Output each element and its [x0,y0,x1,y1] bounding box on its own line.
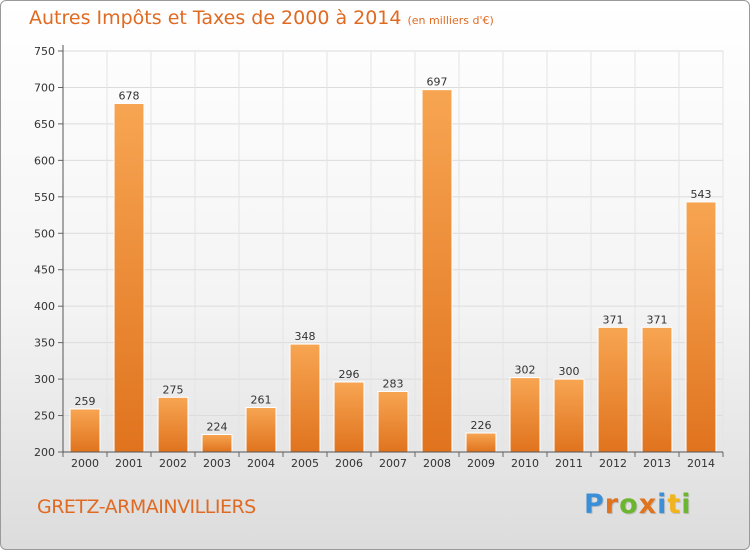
x-tick-label: 2010 [511,457,539,470]
chart-title: Autres Impôts et Taxes de 2000 à 2014 (en… [29,7,494,29]
logo-letter: i [657,489,668,520]
bar-2014 [685,201,717,453]
value-label: 261 [251,394,272,407]
value-label: 371 [647,313,668,326]
y-tick-label: 650 [34,118,55,131]
x-tick-label: 2011 [555,457,583,470]
value-label: 283 [383,377,404,390]
bar-2005 [289,343,321,453]
value-label: 259 [75,395,96,408]
y-tick-label: 550 [34,191,55,204]
x-tick-label: 2003 [203,457,231,470]
x-tick-label: 2000 [71,457,99,470]
bars [69,89,717,453]
bar-2006 [333,381,365,453]
value-label: 371 [603,313,624,326]
x-tick-label: 2006 [335,457,363,470]
bar-2009 [465,432,497,453]
value-label: 300 [559,365,580,378]
logo-letter: t [667,489,682,520]
bar-2008 [421,89,453,453]
x-tick-label: 2001 [115,457,143,470]
y-tick-label: 700 [34,81,55,94]
x-tick-label: 2004 [247,457,275,470]
value-label: 224 [207,421,228,434]
bar-2002 [157,396,189,453]
x-tick-label: 2005 [291,457,319,470]
chart-subtitle: (en milliers d'€) [407,14,494,27]
value-label: 226 [471,419,492,432]
y-tick-label: 750 [34,45,55,58]
y-tick-label: 300 [34,373,55,386]
bar-2003 [201,434,233,453]
logo-letter: o [619,489,639,520]
value-label: 302 [515,364,536,377]
bar-2000 [69,408,101,453]
labels: 200 250 300 350 400 450 500 550 600 650 700 750 259 2… [34,45,715,470]
x-tick-label: 2002 [159,457,187,470]
bar-2004 [245,407,277,453]
value-label: 296 [339,368,360,381]
value-label: 348 [295,330,316,343]
y-tick-label: 400 [34,300,55,313]
y-tick-label: 450 [34,264,55,277]
y-tick-label: 250 [34,410,55,423]
bar-2010 [509,377,541,453]
logo-letter: r [604,489,620,520]
bar-2012 [597,326,629,453]
chart-title-text: Autres Impôts et Taxes de 2000 à 2014 [29,7,402,29]
axes [58,45,724,457]
logo-letter: x [638,489,658,520]
logo-letter: i [681,489,692,520]
bar-2011 [553,378,585,453]
bar-2007 [377,390,409,453]
x-tick-label: 2012 [599,457,627,470]
x-tick-label: 2014 [687,457,715,470]
x-tick-label: 2013 [643,457,671,470]
y-tick-label: 350 [34,337,55,350]
value-label: 543 [691,188,712,201]
value-label: 275 [163,383,184,396]
x-tick-label: 2009 [467,457,495,470]
y-tick-label: 600 [34,154,55,167]
commune-name: GRETZ-ARMAINVILLIERS [37,496,256,518]
proxiti-logo: Proxiti [584,489,692,520]
value-label: 678 [119,89,140,102]
value-label: 697 [427,76,448,89]
x-tick-label: 2007 [379,457,407,470]
bar-2013 [641,326,673,453]
x-tick-label: 2008 [423,457,451,470]
y-tick-label: 500 [34,227,55,240]
y-tick-label: 200 [34,446,55,459]
bar-2001 [113,102,145,453]
logo-letter: P [584,489,605,520]
